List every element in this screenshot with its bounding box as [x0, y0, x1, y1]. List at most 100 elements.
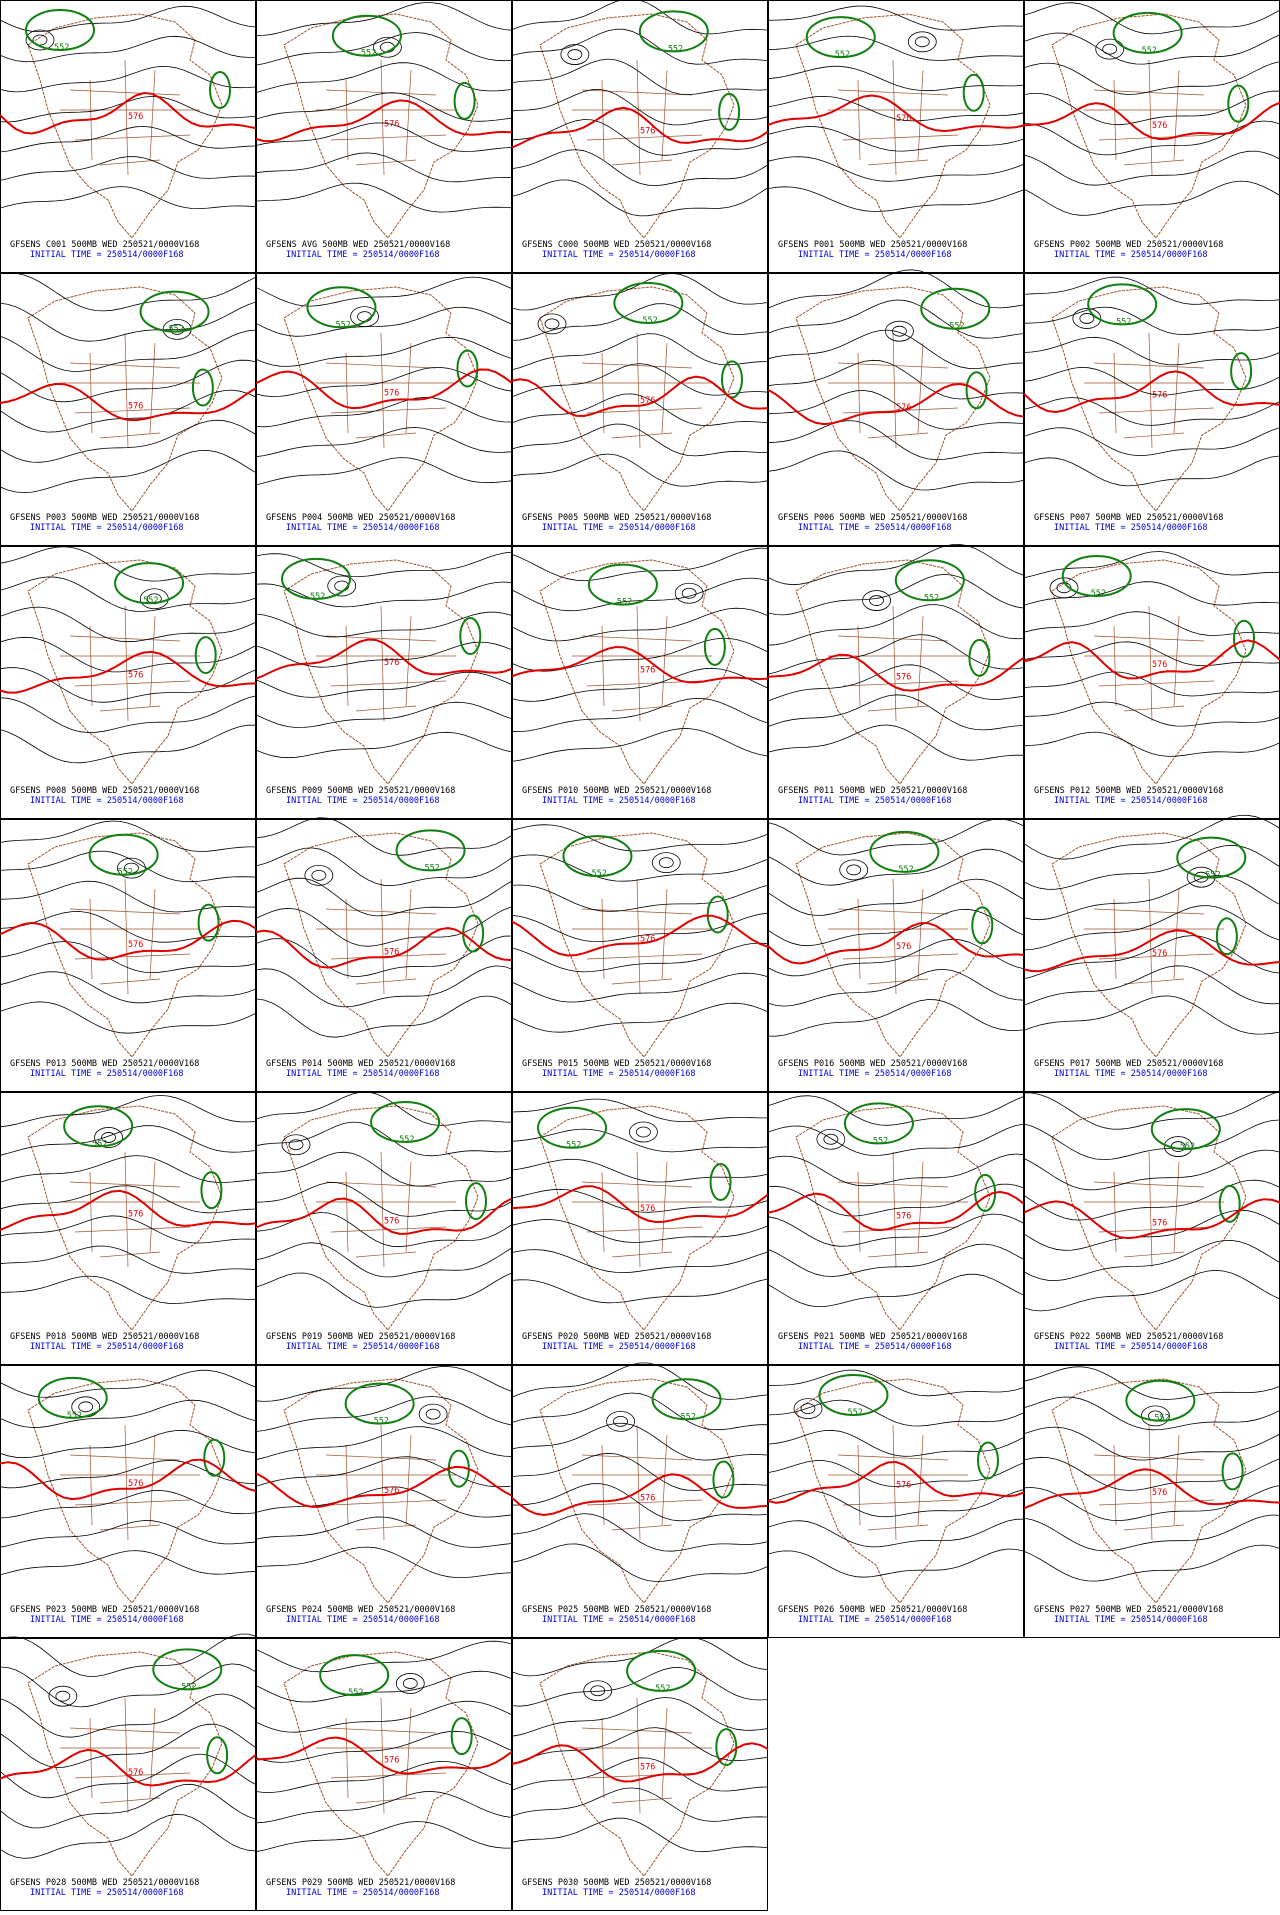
height-contour [0, 1489, 257, 1519]
contour-576 [767, 1190, 1025, 1232]
height-contour [1023, 306, 1280, 336]
height-contour [767, 573, 1025, 616]
panel-frame [256, 546, 512, 819]
height-contour [767, 1518, 1025, 1548]
contour-552 [1125, 1379, 1196, 1422]
panel-title: GFSENS P016 500MB WED 250521/0000V168 [778, 1059, 967, 1069]
contour-label: 576 [128, 671, 143, 681]
height-contour [255, 32, 513, 66]
height-contour [0, 359, 257, 403]
coastline [1051, 1378, 1247, 1604]
height-contour [255, 396, 513, 428]
coastline [1051, 13, 1247, 239]
contour-552 [703, 627, 726, 666]
contour-576 [255, 1197, 513, 1235]
low-contour [613, 1415, 628, 1427]
contour-label: 552 [847, 1408, 862, 1418]
border-line [601, 625, 605, 707]
height-contour [511, 1158, 769, 1183]
border-line [917, 342, 924, 434]
border-line [842, 134, 959, 141]
panel-subtitle: INITIAL TIME = 250514/0000F168 [1054, 796, 1208, 806]
height-contour [255, 1700, 513, 1733]
panel-subtitle: INITIAL TIME = 250514/0000F168 [798, 523, 952, 533]
contour-576 [1023, 1468, 1280, 1510]
panel-title: GFSENS P019 500MB WED 250521/0000V168 [266, 1332, 455, 1342]
height-contour [511, 1697, 769, 1737]
contour-label: 576 [384, 389, 399, 399]
low-contour [304, 864, 334, 886]
border-line [405, 615, 412, 707]
panel-frame [1024, 0, 1280, 273]
height-contour [0, 941, 257, 974]
contour-552 [537, 1106, 607, 1149]
contour-label: 576 [128, 401, 143, 411]
contour-label: 552 [374, 1417, 389, 1427]
height-contour [0, 971, 257, 1004]
contour-552 [1215, 917, 1238, 956]
contour-552 [965, 371, 988, 410]
height-contour [1023, 1456, 1280, 1491]
height-contour [0, 1001, 257, 1034]
border-line [661, 615, 668, 707]
height-contour [511, 547, 769, 582]
panel-title: GFSENS P024 500MB WED 250521/0000V168 [266, 1605, 455, 1615]
low-contour [1141, 1405, 1170, 1427]
border-line [611, 1251, 673, 1258]
map-panel: 552 576 GFSENS P007 500MB WED 250521/0000V… [1023, 273, 1280, 546]
low-contour [78, 1401, 94, 1413]
height-contour [767, 999, 1025, 1037]
panel-subtitle: INITIAL TIME = 250514/0000F168 [1054, 523, 1208, 533]
height-contour [0, 1753, 257, 1799]
panel-subtitle: INITIAL TIME = 250514/0000F168 [30, 1342, 184, 1352]
contour-576 [1023, 929, 1280, 973]
height-contour [1023, 366, 1280, 396]
contour-552 [894, 559, 965, 602]
coastline [1051, 832, 1247, 1058]
coastline [27, 1105, 223, 1331]
contour-label: 576 [896, 1211, 911, 1221]
panel-frame [512, 1092, 768, 1365]
border-line [355, 978, 417, 985]
contour-552 [456, 349, 479, 388]
low-contour [862, 590, 891, 611]
height-contour [1023, 995, 1280, 1035]
border-line [867, 432, 929, 439]
height-contour [0, 125, 257, 153]
panel-title: GFSENS P023 500MB WED 250521/0000V168 [10, 1605, 199, 1615]
low-contour [124, 862, 139, 874]
height-contour [767, 269, 1025, 309]
border-line [330, 1772, 447, 1779]
contour-552 [459, 617, 482, 655]
contour-552 [1227, 84, 1250, 123]
height-contour [255, 306, 513, 337]
border-line [842, 680, 959, 687]
height-contour [511, 942, 769, 973]
border-line [1113, 625, 1117, 707]
low-contour [169, 323, 185, 335]
border-line [857, 352, 861, 434]
height-contour [511, 1188, 769, 1213]
border-line [586, 953, 703, 960]
panel-subtitle: INITIAL TIME = 250514/0000F168 [286, 523, 440, 533]
contour-552 [88, 833, 159, 876]
contour-552 [453, 81, 476, 120]
border-line [1113, 352, 1117, 434]
coastline [795, 1105, 991, 1331]
low-contour [885, 320, 914, 342]
height-contour [767, 848, 1025, 886]
border-line [1173, 342, 1180, 434]
low-contour [350, 306, 379, 328]
border-line [325, 635, 437, 642]
panel-subtitle: INITIAL TIME = 250514/0000F168 [30, 1069, 184, 1079]
coastline [795, 1378, 991, 1604]
border-line [330, 134, 447, 141]
panel-title: GFSENS C001 500MB WED 250521/0000V168 [10, 240, 199, 250]
height-contour [1023, 1091, 1280, 1130]
border-line [405, 1434, 412, 1526]
border-line [586, 1499, 703, 1506]
height-contour [255, 1426, 513, 1461]
height-contour [1023, 180, 1280, 216]
low-contour [907, 31, 937, 53]
contour-552 [805, 16, 876, 59]
